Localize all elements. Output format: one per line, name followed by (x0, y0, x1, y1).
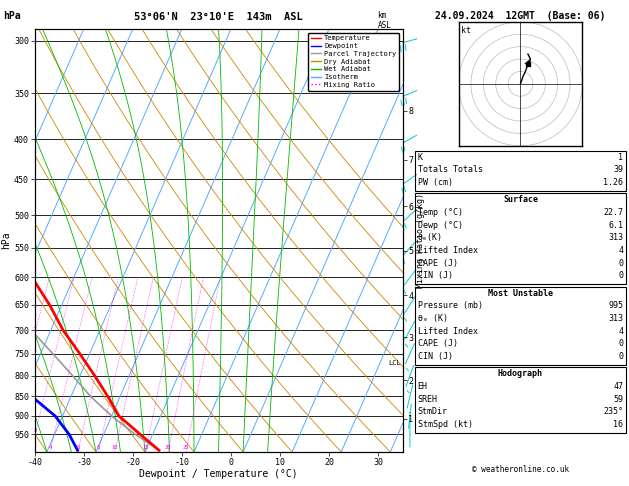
Text: 6.1: 6.1 (608, 221, 623, 230)
Text: 0: 0 (618, 259, 623, 268)
Text: 47: 47 (613, 382, 623, 391)
Y-axis label: Mixing Ratio (g/kg): Mixing Ratio (g/kg) (416, 193, 425, 288)
Text: kt: kt (461, 26, 471, 35)
Text: Totals Totals: Totals Totals (418, 165, 482, 174)
Text: 2: 2 (33, 328, 36, 332)
Text: 313: 313 (608, 233, 623, 243)
Text: 1: 1 (618, 153, 623, 162)
Text: hPa: hPa (3, 11, 21, 21)
Text: 59: 59 (613, 395, 623, 404)
Text: Most Unstable: Most Unstable (488, 289, 553, 298)
Text: CAPE (J): CAPE (J) (418, 339, 458, 348)
Text: LCL: LCL (388, 360, 401, 365)
Text: 6: 6 (76, 445, 79, 450)
Text: © weatheronline.co.uk: © weatheronline.co.uk (472, 465, 569, 474)
Text: 4: 4 (48, 445, 52, 450)
Text: K: K (418, 153, 423, 162)
Text: 8: 8 (97, 445, 100, 450)
Text: Pressure (mb): Pressure (mb) (418, 301, 482, 311)
Text: 10: 10 (111, 445, 118, 450)
Text: PW (cm): PW (cm) (418, 178, 453, 187)
Text: 20: 20 (165, 445, 171, 450)
Text: 313: 313 (608, 314, 623, 323)
Text: 4: 4 (618, 246, 623, 255)
Text: SREH: SREH (418, 395, 438, 404)
Text: 22.7: 22.7 (603, 208, 623, 217)
Y-axis label: hPa: hPa (1, 232, 11, 249)
Text: 16: 16 (613, 420, 623, 429)
Text: 25: 25 (183, 445, 189, 450)
Legend: Temperature, Dewpoint, Parcel Trajectory, Dry Adiabat, Wet Adiabat, Isotherm, Mi: Temperature, Dewpoint, Parcel Trajectory… (308, 33, 399, 90)
Text: 1.26: 1.26 (603, 178, 623, 187)
Text: 0: 0 (618, 271, 623, 280)
Text: 15: 15 (142, 445, 149, 450)
Text: Temp (°C): Temp (°C) (418, 208, 463, 217)
Text: Hodograph: Hodograph (498, 369, 543, 379)
Text: θₑ(K): θₑ(K) (418, 233, 443, 243)
Text: CIN (J): CIN (J) (418, 271, 453, 280)
Text: Lifted Index: Lifted Index (418, 327, 477, 336)
Text: 235°: 235° (603, 407, 623, 417)
Text: km
ASL: km ASL (377, 11, 391, 30)
Text: CIN (J): CIN (J) (418, 352, 453, 361)
Text: Surface: Surface (503, 195, 538, 205)
Text: StmSpd (kt): StmSpd (kt) (418, 420, 472, 429)
Text: EH: EH (418, 382, 428, 391)
Text: Lifted Index: Lifted Index (418, 246, 477, 255)
X-axis label: Dewpoint / Temperature (°C): Dewpoint / Temperature (°C) (139, 469, 298, 479)
Text: CAPE (J): CAPE (J) (418, 259, 458, 268)
Text: 39: 39 (613, 165, 623, 174)
Text: 0: 0 (618, 352, 623, 361)
Text: StmDir: StmDir (418, 407, 448, 417)
Text: 4: 4 (618, 327, 623, 336)
Text: 0: 0 (618, 339, 623, 348)
Text: 53°06'N  23°10'E  143m  ASL: 53°06'N 23°10'E 143m ASL (134, 12, 303, 22)
Text: 24.09.2024  12GMT  (Base: 06): 24.09.2024 12GMT (Base: 06) (435, 11, 606, 21)
Text: 3: 3 (33, 428, 36, 433)
Text: θₑ (K): θₑ (K) (418, 314, 448, 323)
Text: 995: 995 (608, 301, 623, 311)
Text: Dewp (°C): Dewp (°C) (418, 221, 463, 230)
